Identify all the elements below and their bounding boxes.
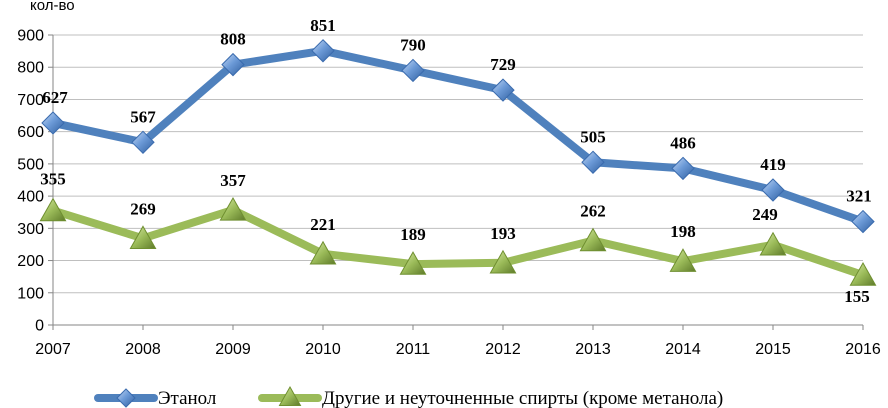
- series-1: [41, 39, 875, 234]
- x-tick-label: 2008: [125, 341, 161, 358]
- x-tick-label: 2012: [485, 341, 521, 358]
- data-label: 419: [760, 155, 786, 174]
- data-point-triangle: [39, 197, 67, 222]
- legend-label: Этанол: [158, 388, 217, 408]
- data-label: 269: [130, 199, 156, 218]
- x-tick-label: 2011: [396, 341, 431, 358]
- data-label: 729: [490, 55, 516, 74]
- data-label: 851: [310, 16, 336, 35]
- data-point-diamond: [401, 58, 425, 83]
- data-point-triangle: [849, 262, 877, 286]
- data-labels: 627 567 808 851 790 729 505 486 419 321 355 269 357 2…: [40, 16, 872, 306]
- data-point-diamond: [221, 52, 245, 77]
- data-point-triangle: [759, 231, 787, 256]
- data-label: 262: [580, 202, 606, 221]
- data-label: 198: [670, 222, 696, 241]
- legend-label: Другие и неуточненные спирты (кроме мета…: [322, 388, 723, 408]
- x-tick-label: 2015: [755, 341, 791, 358]
- y-tick-label: 400: [17, 189, 44, 206]
- y-tick-label: 500: [17, 156, 44, 173]
- y-tick-label: 900: [17, 28, 44, 45]
- legend-diamond-marker: [116, 388, 136, 408]
- y-tick-label: 100: [17, 285, 44, 302]
- data-point-triangle: [129, 225, 157, 250]
- data-label: 355: [40, 170, 66, 189]
- data-point-diamond: [41, 111, 65, 135]
- data-point-diamond: [851, 209, 875, 234]
- data-point-diamond: [671, 156, 695, 181]
- data-label: 486: [670, 133, 696, 152]
- y-tick-label: 0: [35, 318, 44, 335]
- x-tick-label: 2014: [665, 341, 701, 358]
- data-point-diamond: [131, 130, 155, 155]
- legend-item-1: Этанол: [94, 388, 217, 408]
- data-label: 321: [846, 187, 872, 206]
- y-tick-label: 300: [17, 221, 44, 238]
- legend-item-2: Другие и неуточненные спирты (кроме мета…: [258, 385, 723, 408]
- data-point-diamond: [311, 39, 335, 63]
- y-axis-label: кол-во: [30, 0, 75, 14]
- data-point-triangle: [669, 248, 697, 272]
- data-point-triangle: [309, 240, 337, 265]
- data-label: 193: [490, 224, 516, 243]
- data-label: 567: [130, 107, 156, 126]
- x-tick-label: 2016: [845, 341, 881, 358]
- data-point-diamond: [491, 78, 515, 102]
- data-label: 249: [752, 205, 778, 224]
- axes: 0 100 200 300 400 500 600 700 800 900 2007 2008 2009…: [17, 28, 881, 359]
- x-tick-label: 2010: [305, 341, 341, 358]
- data-point-diamond: [761, 178, 785, 202]
- x-tick-label: 2013: [575, 341, 611, 358]
- legend: Этанол Другие и неуточненные спирты (кром…: [94, 385, 723, 408]
- data-label: 189: [400, 225, 426, 244]
- y-tick-label: 700: [17, 92, 44, 109]
- legend-triangle-marker: [278, 385, 302, 406]
- data-label: 627: [42, 88, 68, 107]
- data-point-triangle: [219, 196, 247, 221]
- x-tick-label: 2007: [35, 341, 71, 358]
- series-line: [49, 46, 867, 226]
- y-tick-label: 600: [17, 124, 44, 141]
- data-label: 505: [580, 127, 606, 146]
- data-point-triangle: [399, 251, 427, 275]
- data-label: 155: [844, 287, 870, 306]
- data-point-diamond: [581, 150, 605, 174]
- series-line: [49, 205, 867, 280]
- series: [39, 39, 877, 286]
- data-point-triangle: [489, 249, 517, 274]
- data-label: 221: [310, 215, 336, 234]
- data-label: 357: [220, 171, 246, 190]
- x-tick-label: 2009: [215, 341, 251, 358]
- y-tick-label: 200: [17, 253, 44, 270]
- y-tick-label: 800: [17, 60, 44, 77]
- data-label: 808: [220, 30, 246, 49]
- data-point-triangle: [579, 227, 607, 252]
- series-2: [39, 196, 877, 286]
- data-label: 790: [400, 35, 426, 54]
